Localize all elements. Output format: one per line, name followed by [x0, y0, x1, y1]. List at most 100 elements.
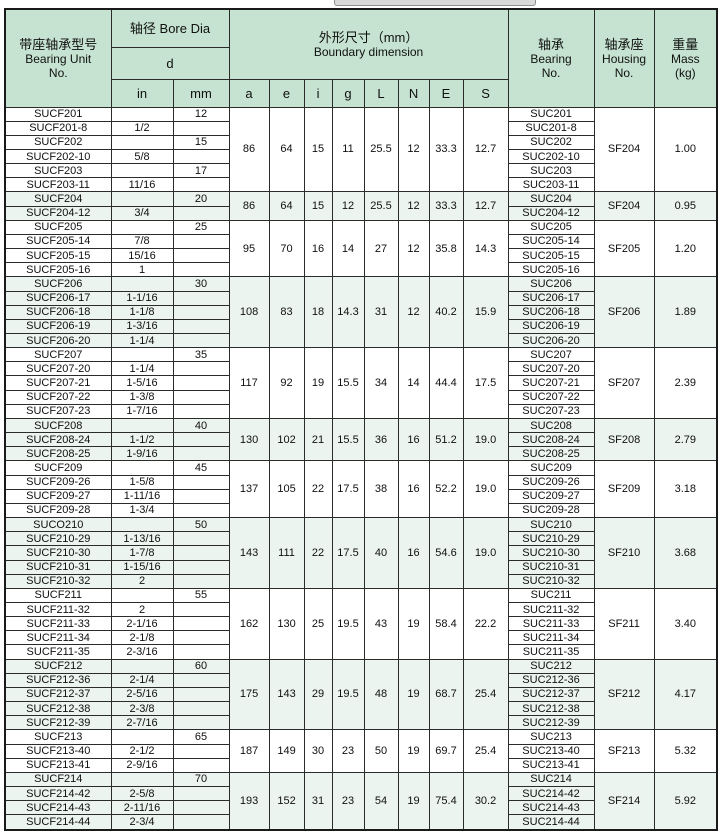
bore-in-cell: 1-7/8: [110, 545, 174, 561]
unit-no-cell: SUCF213-41: [4, 757, 112, 773]
table-row: SUCF202 15 SUC202: [4, 134, 717, 150]
dim-S-cell: 19.0: [462, 417, 509, 462]
dim-S-cell: 25.4: [462, 729, 509, 773]
dim-g-cell: 15.5: [331, 347, 365, 419]
bearing-no-cell: SUC209-26: [507, 474, 595, 490]
dim-i-cell: 22: [303, 517, 333, 589]
bearing-no-cell: SUC201: [507, 106, 595, 122]
header-row-1: 带座轴承型号 Bearing Unit No. 轴径 Bore Dia 外形尺寸…: [4, 8, 718, 108]
unit-no-cell: SUCF207-20: [4, 361, 112, 377]
bearing-no-cell: SUC205-14: [507, 233, 595, 250]
unit-no-cell: SUCF212-38: [4, 701, 112, 717]
bearing-unit-label-no: No.: [48, 65, 68, 80]
table-row: SUCF211-34 2-1/8 SUC211-34: [4, 630, 717, 646]
bore-mm-cell: [172, 672, 230, 688]
bore-mm-cell: [172, 573, 230, 589]
bearing-no-label-zh: 轴承: [538, 36, 565, 52]
bore-mm-cell: 40: [172, 417, 230, 434]
bore-mm-cell: 50: [172, 517, 230, 533]
col-header-i: i: [303, 78, 333, 108]
bore-in-cell: 2-3/16: [110, 644, 174, 660]
table-row: SUCF203-11 11/16 SUC203-11: [4, 177, 717, 193]
table-row: SUCF201-8 1/2 SUC201-8: [4, 120, 717, 136]
table-row: SUCF211-32 2 SUC211-32: [4, 601, 717, 618]
bore-in-cell: 1-3/16: [110, 318, 174, 335]
dim-S-cell: 14.3: [462, 219, 509, 278]
dim-L-cell: 54: [363, 771, 399, 831]
col-header-d: d: [110, 46, 230, 80]
bore-in-cell: 1-1/2: [110, 432, 174, 448]
unit-no-cell: SUCF208-25: [4, 446, 112, 462]
housing-no-cell: SF204: [593, 191, 655, 221]
dim-i-cell: 15: [303, 106, 333, 193]
housing-no-cell: SF210: [593, 517, 655, 589]
unit-no-cell: SUCF202-10: [4, 148, 112, 165]
dim-S-cell: 19.0: [462, 460, 509, 519]
bore-in-cell: 1-3/4: [110, 502, 174, 519]
housing-no-label-en: Housing: [602, 51, 647, 66]
bore-mm-cell: [172, 559, 230, 575]
dim-g-cell: 15.5: [331, 417, 365, 462]
unit-no-cell: SUCF212-37: [4, 686, 112, 703]
table-row: SUCF214-42 2-5/8 SUC214-42: [4, 785, 718, 802]
bearing-no-cell: SUC212-39: [507, 715, 595, 731]
bore-in-cell: 2-1/8: [110, 630, 174, 646]
unit-no-cell: SUCF205-15: [4, 248, 112, 264]
bearing-no-cell: SUC203-11: [507, 177, 595, 193]
dim-a-cell: 108: [228, 276, 270, 349]
dim-S-cell: 22.2: [462, 587, 509, 660]
bore-in-cell: 2-7/16: [110, 715, 174, 731]
dim-N-cell: 12: [397, 106, 430, 193]
dim-g-cell: 14.3: [331, 276, 365, 349]
bearing-no-cell: SUC206-17: [507, 290, 595, 306]
col-header-N: N: [397, 78, 430, 108]
dim-a-cell: 95: [228, 219, 270, 278]
bearing-no-cell: SUC214-42: [507, 785, 595, 802]
dim-N-cell: 16: [397, 517, 430, 589]
table-row: SUCF213 65 187 149 30 23 50 19 69.7 25.4 SUC213 SF2…: [4, 729, 718, 773]
col-header-housing-no: 轴承座 Housing No.: [593, 8, 655, 108]
col-header-S: S: [462, 78, 509, 108]
bore-mm-cell: [172, 531, 230, 547]
dim-i-cell: 29: [303, 658, 333, 731]
bore-in-cell: 15/16: [110, 248, 174, 264]
cutoff-element-fragment: [334, 0, 536, 6]
bearing-no-cell: SUC204: [507, 191, 595, 207]
bearing-no-cell: SUC207-21: [507, 375, 595, 391]
bore-mm-cell: 12: [172, 106, 230, 122]
bore-dia-label: 轴径 Bore Dia: [129, 20, 211, 36]
bearing-no-cell: SUC211-34: [507, 630, 595, 646]
dim-e-cell: 102: [268, 417, 305, 462]
dim-e-cell: 64: [268, 191, 305, 221]
housing-no-label-no: No.: [614, 65, 634, 80]
bore-mm-cell: 70: [172, 771, 230, 788]
table-row: SUCF203 17 SUC203: [4, 163, 717, 179]
unit-no-cell: SUCF205-14: [4, 233, 112, 250]
bore-in-cell: [110, 276, 174, 292]
housing-no-cell: SF212: [593, 658, 655, 731]
mass-cell: 2.79: [653, 417, 718, 462]
boundary-dimension-label-zh: 外形尺寸（mm）: [318, 29, 419, 45]
table-row: SUCF209-27 1-11/16 SUC209-27: [4, 488, 717, 504]
unit-no-cell: SUCF207-23: [4, 403, 112, 419]
bearing-spec-table: 带座轴承型号 Bearing Unit No. 轴径 Bore Dia 外形尺寸…: [4, 8, 719, 831]
bore-in-cell: [110, 417, 174, 434]
col-header-a: a: [228, 78, 270, 108]
dim-a-cell: 162: [228, 587, 270, 660]
bore-in-cell: 1: [110, 262, 174, 278]
bore-mm-cell: [172, 701, 230, 717]
housing-no-cell: SF208: [593, 417, 655, 462]
bore-mm-cell: [172, 332, 230, 349]
bearing-no-cell: SUC207: [507, 347, 595, 363]
unit-no-cell: SUCF201-8: [4, 120, 112, 136]
bore-mm-cell: [172, 785, 230, 802]
bore-in-cell: 2-1/16: [110, 616, 174, 632]
dim-L-cell: 48: [363, 658, 399, 731]
bore-mm-cell: 55: [172, 587, 230, 603]
dim-L-cell: 34: [363, 347, 399, 419]
bore-in-cell: 1-9/16: [110, 446, 174, 462]
table-row: SUCF209-26 1-5/8 SUC209-26: [4, 474, 717, 490]
unit-no-cell: SUCF207-21: [4, 375, 112, 391]
bore-in-cell: [110, 347, 174, 363]
dim-N-cell: 19: [397, 729, 430, 773]
